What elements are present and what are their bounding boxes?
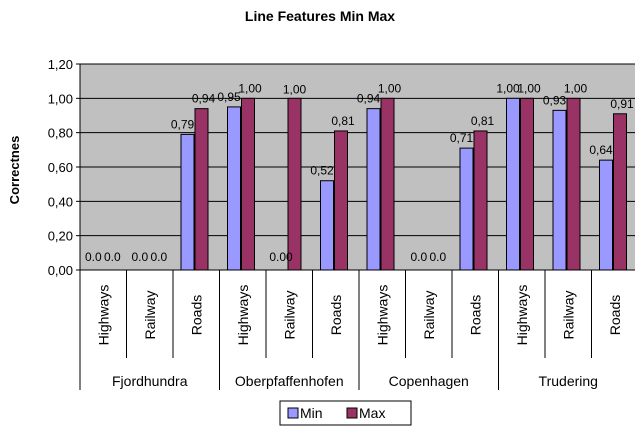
- y-tick-label: 1,20: [48, 57, 73, 72]
- legend-swatch-max: [346, 407, 358, 419]
- legend-swatch-min: [287, 407, 299, 419]
- category-label: Highways: [235, 285, 251, 346]
- data-label-min: 0.00: [269, 250, 293, 264]
- data-label-min: 0,79: [171, 117, 195, 131]
- data-label-max: 0,94: [192, 92, 216, 106]
- y-tick-label: 0,20: [48, 229, 73, 244]
- bar-min: [599, 159, 613, 271]
- data-label-min: 0,93: [543, 93, 567, 107]
- bar-max: [241, 97, 255, 271]
- bar-max: [287, 97, 302, 271]
- y-tick-label: 0,40: [48, 194, 73, 209]
- data-label-max: 0,81: [331, 114, 355, 128]
- bar-min: [459, 147, 474, 271]
- data-label-max: 1,00: [564, 81, 588, 95]
- data-label-min: 0,71: [450, 131, 474, 145]
- category-label: Roads: [607, 295, 623, 335]
- group-label: Fjordhundra: [112, 373, 188, 389]
- bar-max: [380, 97, 395, 271]
- y-tick-label: 0,00: [48, 263, 73, 278]
- data-label-max: 0,91: [610, 97, 634, 111]
- category-label: Railway: [142, 290, 158, 339]
- category-label: Roads: [188, 295, 204, 335]
- bar-max: [473, 130, 488, 271]
- category-label: Highways: [95, 285, 111, 346]
- data-label-max: 0.0: [151, 250, 168, 264]
- legend-label-min: Min: [300, 405, 323, 421]
- data-label-max: 1,00: [378, 81, 402, 95]
- data-label-max: 1,00: [517, 81, 541, 95]
- category-label: Highways: [374, 285, 390, 346]
- bar-min: [552, 109, 567, 271]
- bar-min: [180, 133, 195, 271]
- data-label-max: 1,00: [238, 81, 262, 95]
- bar-min: [366, 108, 381, 271]
- group-label: Trudering: [539, 373, 598, 389]
- bar-max: [566, 97, 581, 271]
- bar-min: [320, 180, 334, 271]
- data-label-min: 0,94: [357, 92, 381, 106]
- data-label-min: 0.0: [132, 250, 149, 264]
- y-tick-label: 0,60: [48, 160, 73, 175]
- group-label: Copenhagen: [389, 373, 469, 389]
- bar-max: [613, 113, 627, 271]
- category-label: Railway: [281, 290, 297, 339]
- legend-label-max: Max: [359, 405, 385, 421]
- data-label-min: 0,64: [589, 143, 613, 157]
- category-label: Roads: [328, 295, 344, 335]
- y-axis-label: Correctnes: [7, 136, 22, 205]
- chart-title: Line Features Min Max: [245, 8, 395, 24]
- legend: [279, 400, 412, 426]
- y-tick-label: 0,80: [48, 126, 73, 141]
- data-label-max: 0,81: [471, 114, 495, 128]
- category-label: Roads: [467, 295, 483, 335]
- bar-min: [506, 97, 520, 271]
- bar-min: [227, 106, 241, 271]
- data-label-min: 0.0: [411, 250, 428, 264]
- data-label-min: 0,95: [217, 90, 241, 104]
- bar-max: [520, 97, 534, 271]
- category-label: Railway: [560, 290, 576, 339]
- data-label-max: 1,00: [283, 82, 307, 96]
- category-label: Highways: [514, 285, 530, 346]
- data-label-max: 0.0: [430, 250, 447, 264]
- bar-max: [194, 108, 209, 271]
- category-label: Railway: [421, 290, 437, 339]
- data-label-min: 0,52: [310, 164, 334, 178]
- data-label-min: 1,00: [496, 81, 520, 95]
- y-tick-label: 1,00: [48, 91, 73, 106]
- group-label: Oberpfaffenhofen: [235, 373, 344, 389]
- bar-max: [334, 130, 348, 271]
- data-label-max: 0.0: [104, 250, 121, 264]
- data-label-min: 0.0: [85, 250, 102, 264]
